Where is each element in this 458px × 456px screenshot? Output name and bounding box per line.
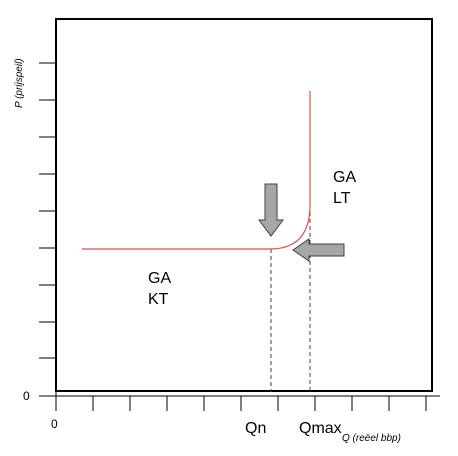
x-origin-label: 0 <box>51 417 58 431</box>
aggregate-supply-curve <box>82 91 311 250</box>
x-axis-label: Q (reëel bbp) <box>342 433 401 444</box>
left-arrow-icon <box>292 238 345 262</box>
down-arrow-icon <box>258 183 284 237</box>
y-axis-label: P (prijspeil) <box>14 58 25 108</box>
qmax-label: Qmax <box>299 420 342 437</box>
x-axis-ticks <box>55 391 427 411</box>
ga-lt-label-line1: GA <box>333 169 356 186</box>
ga-lt-label-line2: LT <box>333 190 351 207</box>
plot-frame <box>55 18 433 392</box>
y-axis-ticks <box>39 62 56 397</box>
qn-label: Qn <box>245 420 266 437</box>
ga-kt-label-line1: GA <box>148 270 171 287</box>
y-origin-label: 0 <box>23 389 30 403</box>
ga-kt-label-line2: KT <box>148 291 169 308</box>
